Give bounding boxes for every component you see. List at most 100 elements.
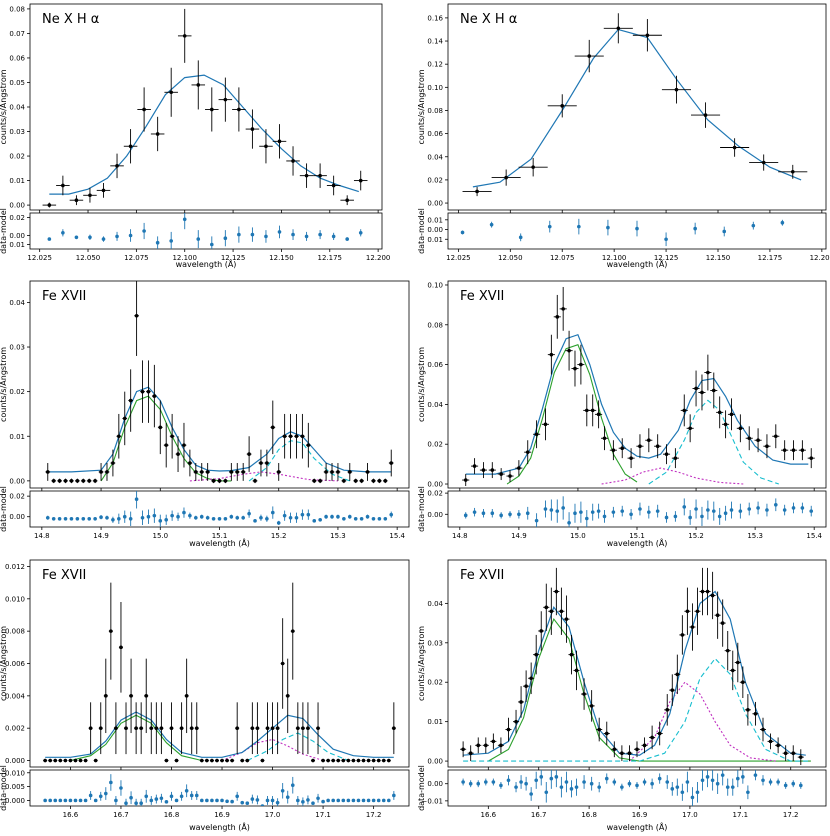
residual-marker bbox=[705, 775, 710, 779]
residual-marker bbox=[74, 235, 79, 240]
model-curve-total bbox=[472, 28, 802, 188]
y-axis-label: counts/s/Angstrom bbox=[0, 69, 8, 144]
residual-marker bbox=[463, 513, 468, 518]
data-point bbox=[340, 195, 354, 206]
data-point bbox=[609, 440, 617, 461]
data-point bbox=[288, 413, 293, 459]
model-curve-component-3 bbox=[629, 681, 776, 762]
residual-point bbox=[142, 222, 146, 240]
data-marker bbox=[635, 747, 639, 752]
residual-marker bbox=[47, 237, 52, 241]
residual-point bbox=[324, 514, 328, 519]
residual-marker bbox=[508, 512, 512, 517]
residual-marker bbox=[189, 793, 194, 798]
data-marker bbox=[75, 479, 80, 483]
residual-point bbox=[194, 515, 198, 520]
data-point bbox=[547, 94, 577, 118]
data-point bbox=[169, 702, 174, 755]
residual-point bbox=[276, 520, 281, 525]
residual-marker bbox=[751, 223, 756, 228]
residual-point bbox=[235, 515, 240, 520]
data-marker bbox=[345, 198, 349, 202]
residual-point bbox=[296, 796, 300, 805]
residual-marker bbox=[75, 516, 80, 521]
residual-point bbox=[306, 795, 310, 805]
residual-point bbox=[753, 770, 758, 781]
residual-point bbox=[705, 770, 710, 788]
plot-area bbox=[45, 281, 394, 484]
residual-marker bbox=[776, 780, 780, 784]
data-marker bbox=[290, 629, 295, 633]
data-point bbox=[482, 737, 489, 754]
residual-point bbox=[87, 516, 92, 521]
residual-point bbox=[57, 516, 62, 521]
residual-marker bbox=[620, 509, 625, 513]
residual-marker bbox=[270, 798, 275, 803]
data-marker bbox=[119, 645, 123, 650]
residual-marker bbox=[155, 240, 160, 245]
data-marker bbox=[253, 479, 257, 483]
data-point bbox=[96, 183, 111, 198]
residual-point bbox=[506, 775, 511, 786]
residual-point bbox=[361, 798, 366, 803]
residual-point bbox=[358, 229, 363, 237]
data-point bbox=[778, 164, 808, 179]
data-point bbox=[513, 709, 520, 734]
residual-marker bbox=[146, 514, 151, 519]
data-point bbox=[118, 602, 123, 693]
residual-y-axis-label: data-model bbox=[0, 208, 8, 254]
residual-point bbox=[69, 516, 74, 521]
residual-marker bbox=[371, 798, 376, 803]
data-marker bbox=[321, 758, 325, 763]
residual-point bbox=[549, 770, 554, 789]
data-marker bbox=[746, 708, 750, 712]
residual-point bbox=[597, 782, 601, 793]
data-marker bbox=[129, 694, 133, 698]
data-point bbox=[475, 737, 482, 754]
x-tick-label: 15.3 bbox=[747, 532, 763, 540]
data-marker bbox=[194, 470, 198, 474]
data-point bbox=[53, 758, 58, 763]
x-tick-label: 15.4 bbox=[389, 532, 405, 540]
residual-point bbox=[98, 791, 103, 801]
residual-marker bbox=[122, 514, 127, 519]
residual-point bbox=[155, 236, 160, 249]
data-marker bbox=[596, 412, 601, 417]
residual-marker bbox=[554, 775, 559, 779]
residual-point bbox=[111, 516, 115, 523]
residual-point bbox=[124, 798, 128, 806]
residual-marker bbox=[51, 516, 56, 521]
data-marker bbox=[484, 743, 488, 748]
data-marker bbox=[48, 758, 53, 763]
chart-panel-1: 0.000.010.020.030.040.050.060.070.08coun… bbox=[0, 3, 390, 269]
residual-marker bbox=[331, 798, 336, 803]
residual-point bbox=[525, 506, 530, 520]
data-point bbox=[649, 725, 656, 750]
residual-point bbox=[101, 236, 106, 242]
data-point bbox=[754, 428, 762, 453]
data-point bbox=[51, 478, 57, 484]
residual-point bbox=[264, 230, 268, 243]
residual-marker bbox=[169, 239, 173, 243]
data-point bbox=[199, 758, 204, 763]
data-point bbox=[724, 630, 731, 671]
residual-point bbox=[376, 798, 381, 803]
residual-point bbox=[544, 782, 549, 803]
data-marker bbox=[587, 54, 592, 58]
data-marker bbox=[115, 164, 119, 168]
residual-marker bbox=[87, 516, 92, 521]
residual-point bbox=[114, 796, 118, 805]
data-point bbox=[558, 587, 565, 635]
data-point bbox=[720, 138, 750, 157]
data-point bbox=[245, 758, 250, 763]
x-tick-label: 16.6 bbox=[63, 811, 79, 819]
residual-point bbox=[690, 787, 695, 806]
data-marker bbox=[514, 719, 518, 724]
data-marker bbox=[114, 726, 118, 730]
data-marker bbox=[101, 188, 106, 193]
residual-point bbox=[461, 778, 465, 786]
residual-marker bbox=[225, 799, 229, 804]
residual-point bbox=[270, 796, 275, 805]
model-curve-total bbox=[45, 711, 394, 758]
data-marker bbox=[720, 621, 725, 625]
